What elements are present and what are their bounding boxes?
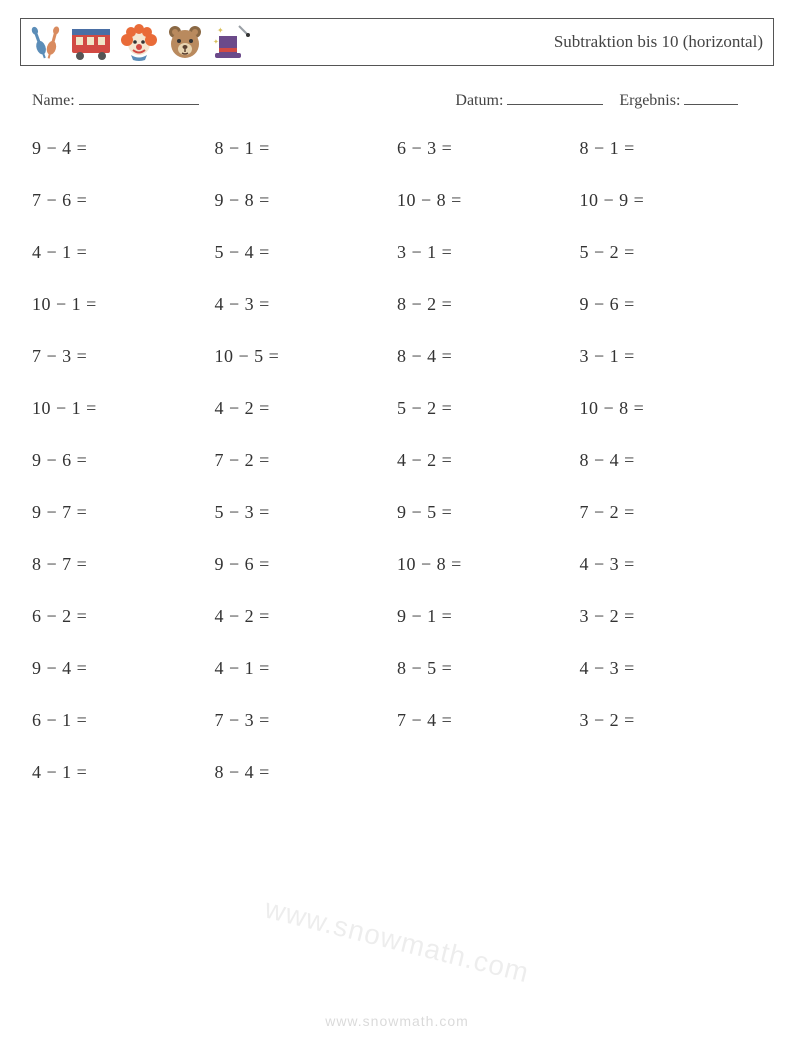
- problem-cell: 9 − 6 =: [215, 554, 398, 575]
- problem-cell: 7 − 2 =: [580, 502, 763, 523]
- problem-cell: 10 − 5 =: [215, 346, 398, 367]
- problem-cell: 9 − 5 =: [397, 502, 580, 523]
- problem-cell: 9 − 7 =: [32, 502, 215, 523]
- problem-cell: 8 − 4 =: [397, 346, 580, 367]
- problem-cell: 7 − 3 =: [32, 346, 215, 367]
- problem-cell: 5 − 3 =: [215, 502, 398, 523]
- problem-cell: 3 − 1 =: [397, 242, 580, 263]
- problem-grid: 9 − 4 =8 − 1 =6 − 3 =8 − 1 =7 − 6 =9 − 8…: [20, 138, 774, 783]
- problem-cell: [397, 762, 580, 783]
- problem-cell: 4 − 3 =: [580, 554, 763, 575]
- problem-cell: 8 − 4 =: [215, 762, 398, 783]
- problem-cell: 9 − 4 =: [32, 658, 215, 679]
- problem-row: 10 − 1 =4 − 2 =5 − 2 =10 − 8 =: [32, 398, 762, 419]
- problem-cell: 4 − 1 =: [32, 762, 215, 783]
- problem-row: 4 − 1 =5 − 4 =3 − 1 =5 − 2 =: [32, 242, 762, 263]
- problem-row: 9 − 4 =8 − 1 =6 − 3 =8 − 1 =: [32, 138, 762, 159]
- magic-hat-icon: ✦ ✦: [211, 22, 251, 62]
- header-icons: ✦ ✦: [29, 22, 251, 62]
- problem-cell: 6 − 1 =: [32, 710, 215, 731]
- problem-cell: 4 − 1 =: [32, 242, 215, 263]
- problem-row: 9 − 6 =7 − 2 =4 − 2 =8 − 4 =: [32, 450, 762, 471]
- info-row: Name: Datum: Ergebnis:: [20, 90, 774, 110]
- problem-cell: 4 − 2 =: [215, 398, 398, 419]
- date-label: Datum:: [455, 92, 503, 109]
- problem-row: 9 − 4 =4 − 1 =8 − 5 =4 − 3 =: [32, 658, 762, 679]
- problem-cell: 10 − 8 =: [580, 398, 763, 419]
- problem-cell: 9 − 6 =: [32, 450, 215, 471]
- result-blank: [684, 90, 738, 105]
- problem-cell: 3 − 2 =: [580, 710, 763, 731]
- problem-cell: 6 − 3 =: [397, 138, 580, 159]
- problem-cell: 8 − 4 =: [580, 450, 763, 471]
- bear-icon: [165, 22, 205, 62]
- problem-cell: 7 − 3 =: [215, 710, 398, 731]
- problem-cell: 5 − 2 =: [580, 242, 763, 263]
- problem-cell: 3 − 2 =: [580, 606, 763, 627]
- problem-cell: [580, 762, 763, 783]
- problem-cell: 10 − 9 =: [580, 190, 763, 211]
- problem-cell: 9 − 1 =: [397, 606, 580, 627]
- problem-cell: 10 − 8 =: [397, 554, 580, 575]
- problem-cell: 3 − 1 =: [580, 346, 763, 367]
- problem-row: 10 − 1 =4 − 3 =8 − 2 =9 − 6 =: [32, 294, 762, 315]
- problem-row: 6 − 2 =4 − 2 =9 − 1 =3 − 2 =: [32, 606, 762, 627]
- problem-cell: 8 − 5 =: [397, 658, 580, 679]
- name-label: Name:: [32, 92, 75, 109]
- date-blank: [507, 90, 603, 105]
- svg-text:✦: ✦: [213, 38, 219, 46]
- svg-text:✦: ✦: [217, 26, 224, 35]
- problem-cell: 8 − 1 =: [580, 138, 763, 159]
- problem-row: 6 − 1 =7 − 3 =7 − 4 =3 − 2 =: [32, 710, 762, 731]
- problem-cell: 5 − 4 =: [215, 242, 398, 263]
- problem-row: 7 − 3 =10 − 5 =8 − 4 =3 − 1 =: [32, 346, 762, 367]
- watermark: www.snowmath.com: [262, 893, 533, 990]
- problem-cell: 9 − 8 =: [215, 190, 398, 211]
- problem-cell: 10 − 1 =: [32, 294, 215, 315]
- problem-cell: 7 − 2 =: [215, 450, 398, 471]
- problem-cell: 7 − 6 =: [32, 190, 215, 211]
- problem-cell: 4 − 3 =: [215, 294, 398, 315]
- problem-cell: 4 − 2 =: [215, 606, 398, 627]
- problem-cell: 10 − 8 =: [397, 190, 580, 211]
- problem-cell: 6 − 2 =: [32, 606, 215, 627]
- problem-cell: 8 − 2 =: [397, 294, 580, 315]
- train-icon: [69, 23, 113, 61]
- problem-row: 7 − 6 =9 − 8 =10 − 8 =10 − 9 =: [32, 190, 762, 211]
- juggling-pins-icon: [29, 22, 63, 62]
- problem-cell: 7 − 4 =: [397, 710, 580, 731]
- problem-cell: 10 − 1 =: [32, 398, 215, 419]
- name-blank: [79, 90, 199, 105]
- problem-row: 8 − 7 =9 − 6 =10 − 8 =4 − 3 =: [32, 554, 762, 575]
- problem-row: 4 − 1 =8 − 4 =: [32, 762, 762, 783]
- problem-cell: 8 − 7 =: [32, 554, 215, 575]
- footer-url: www.snowmath.com: [0, 1013, 794, 1029]
- clown-icon: [119, 22, 159, 62]
- problem-row: 9 − 7 =5 − 3 =9 − 5 =7 − 2 =: [32, 502, 762, 523]
- header-box: ✦ ✦ Subtraktion bis 10 (horizontal): [20, 18, 774, 66]
- problem-cell: 4 − 2 =: [397, 450, 580, 471]
- problem-cell: 4 − 1 =: [215, 658, 398, 679]
- worksheet-title: Subtraktion bis 10 (horizontal): [554, 32, 763, 52]
- problem-cell: 5 − 2 =: [397, 398, 580, 419]
- result-label: Ergebnis:: [619, 92, 680, 109]
- problem-cell: 9 − 4 =: [32, 138, 215, 159]
- problem-cell: 4 − 3 =: [580, 658, 763, 679]
- problem-cell: 8 − 1 =: [215, 138, 398, 159]
- problem-cell: 9 − 6 =: [580, 294, 763, 315]
